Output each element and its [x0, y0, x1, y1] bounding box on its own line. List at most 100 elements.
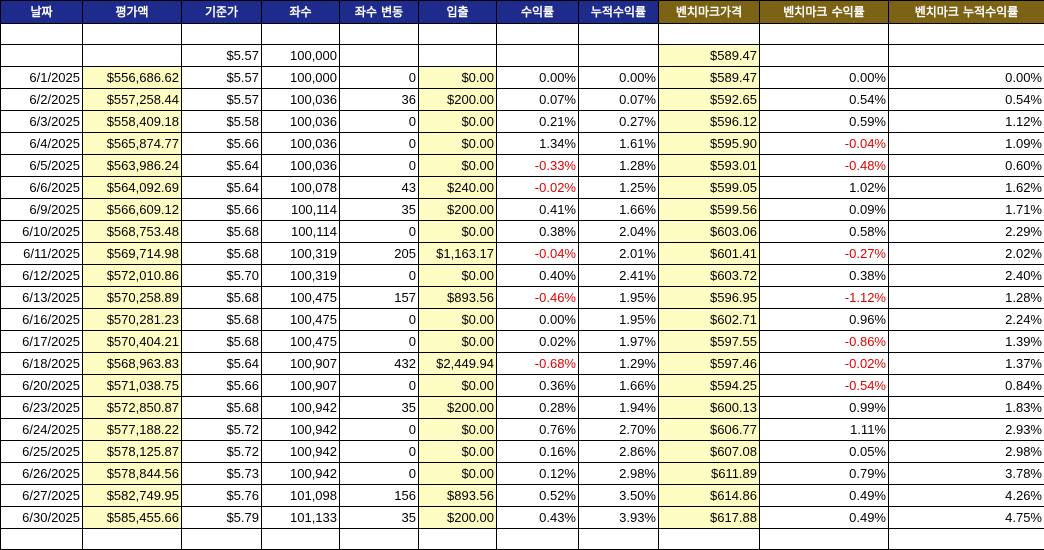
cell-return[interactable]: 0.02%	[497, 331, 579, 353]
cell-bench-cum-return[interactable]: 1.71%	[889, 199, 1044, 221]
cell-bench-price[interactable]: $602.71	[659, 309, 760, 331]
header-cell-date[interactable]: 날짜	[1, 1, 83, 24]
cell-date[interactable]	[1, 529, 83, 550]
cell-return[interactable]: 0.76%	[497, 419, 579, 441]
cell-nav[interactable]: $5.64	[182, 177, 262, 199]
cell-nav[interactable]: $5.72	[182, 441, 262, 463]
cell-cashflow[interactable]: $0.00	[419, 67, 497, 89]
cell-unit-change[interactable]: 432	[340, 353, 419, 375]
cell-bench-return[interactable]: 0.09%	[760, 199, 889, 221]
cell-cashflow[interactable]: $893.56	[419, 485, 497, 507]
cell-return[interactable]	[497, 529, 579, 550]
cell-valuation[interactable]: $569,714.98	[83, 243, 182, 265]
cell-valuation[interactable]: $563,986.24	[83, 155, 182, 177]
cell-bench-return[interactable]: -0.27%	[760, 243, 889, 265]
cell-unit-change[interactable]: 0	[340, 67, 419, 89]
cell-date[interactable]: 6/4/2025	[1, 133, 83, 155]
cell-date[interactable]	[1, 45, 83, 67]
cell-bench-price[interactable]: $600.13	[659, 397, 760, 419]
cell-unit-change[interactable]	[340, 529, 419, 550]
cell-bench-return[interactable]: 0.59%	[760, 111, 889, 133]
cell-bench-cum-return[interactable]: 2.40%	[889, 265, 1044, 287]
cell-valuation[interactable]: $566,609.12	[83, 199, 182, 221]
cell-bench-return[interactable]: 0.79%	[760, 463, 889, 485]
cell-bench-return[interactable]: 0.05%	[760, 441, 889, 463]
cell-units[interactable]: 100,319	[262, 243, 340, 265]
cell-bench-return[interactable]: -0.86%	[760, 331, 889, 353]
cell-return[interactable]: 1.34%	[497, 133, 579, 155]
cell-date[interactable]: 6/11/2025	[1, 243, 83, 265]
header-cell-valuation[interactable]: 평가액	[83, 1, 182, 24]
cell-unit-change[interactable]: 0	[340, 133, 419, 155]
cell-bench-cum-return[interactable]: 0.84%	[889, 375, 1044, 397]
cell-cum-return[interactable]: 1.66%	[579, 199, 659, 221]
cell-date[interactable]: 6/10/2025	[1, 221, 83, 243]
cell-return[interactable]: 0.16%	[497, 441, 579, 463]
cell-valuation[interactable]: $578,125.87	[83, 441, 182, 463]
cell-cum-return[interactable]: 0.00%	[579, 67, 659, 89]
cell-cashflow[interactable]: $0.00	[419, 441, 497, 463]
cell-bench-cum-return[interactable]: 1.39%	[889, 331, 1044, 353]
cell-bench-cum-return[interactable]: 0.60%	[889, 155, 1044, 177]
cell-cum-return[interactable]: 1.61%	[579, 133, 659, 155]
cell-bench-price[interactable]: $606.77	[659, 419, 760, 441]
cell-return[interactable]: -0.02%	[497, 177, 579, 199]
cell-bench-return[interactable]: 0.96%	[760, 309, 889, 331]
cell-cum-return[interactable]: 1.28%	[579, 155, 659, 177]
cell-bench-price[interactable]: $593.01	[659, 155, 760, 177]
cell-cum-return[interactable]: 1.94%	[579, 397, 659, 419]
cell-bench-return[interactable]: 0.49%	[760, 507, 889, 529]
cell-cashflow[interactable]: $893.56	[419, 287, 497, 309]
cell-bench-cum-return[interactable]: 1.62%	[889, 177, 1044, 199]
cell-unit-change[interactable]: 157	[340, 287, 419, 309]
cell-cashflow[interactable]: $0.00	[419, 331, 497, 353]
cell-units[interactable]: 100,078	[262, 177, 340, 199]
cell-bench-price[interactable]: $597.46	[659, 353, 760, 375]
cell-date[interactable]: 6/13/2025	[1, 287, 83, 309]
cell-bench-price[interactable]: $592.65	[659, 89, 760, 111]
cell-date[interactable]: 6/23/2025	[1, 397, 83, 419]
cell-bench-price[interactable]: $595.90	[659, 133, 760, 155]
header-cell-return[interactable]: 수익률	[497, 1, 579, 24]
header-cell-bench-cum-return[interactable]: 벤치마크 누적수익률	[889, 1, 1044, 24]
cell-cum-return[interactable]: 0.07%	[579, 89, 659, 111]
cell-nav[interactable]: $5.72	[182, 419, 262, 441]
cell-cashflow[interactable]: $2,449.94	[419, 353, 497, 375]
cell-nav[interactable]: $5.76	[182, 485, 262, 507]
cell-date[interactable]: 6/26/2025	[1, 463, 83, 485]
cell-valuation[interactable]: $557,258.44	[83, 89, 182, 111]
cell-nav[interactable]	[182, 24, 262, 45]
cell-return[interactable]: 0.12%	[497, 463, 579, 485]
cell-bench-price[interactable]: $599.56	[659, 199, 760, 221]
cell-unit-change[interactable]: 0	[340, 419, 419, 441]
cell-bench-price[interactable]: $596.12	[659, 111, 760, 133]
cell-bench-cum-return[interactable]	[889, 529, 1044, 550]
cell-bench-cum-return[interactable]: 0.00%	[889, 67, 1044, 89]
cell-date[interactable]: 6/25/2025	[1, 441, 83, 463]
cell-bench-return[interactable]: 1.11%	[760, 419, 889, 441]
cell-unit-change[interactable]: 43	[340, 177, 419, 199]
cell-unit-change[interactable]: 0	[340, 111, 419, 133]
cell-units[interactable]: 100,114	[262, 221, 340, 243]
cell-nav[interactable]: $5.68	[182, 309, 262, 331]
cell-cashflow[interactable]	[419, 529, 497, 550]
cell-nav[interactable]: $5.66	[182, 375, 262, 397]
cell-units[interactable]: 100,036	[262, 155, 340, 177]
cell-date[interactable]: 6/9/2025	[1, 199, 83, 221]
cell-valuation[interactable]: $582,749.95	[83, 485, 182, 507]
cell-bench-cum-return[interactable]: 2.98%	[889, 441, 1044, 463]
cell-bench-return[interactable]: 0.00%	[760, 67, 889, 89]
cell-valuation[interactable]: $568,753.48	[83, 221, 182, 243]
cell-date[interactable]: 6/17/2025	[1, 331, 83, 353]
cell-units[interactable]: 100,036	[262, 111, 340, 133]
cell-date[interactable]: 6/2/2025	[1, 89, 83, 111]
cell-cashflow[interactable]: $0.00	[419, 309, 497, 331]
cell-nav[interactable]: $5.68	[182, 397, 262, 419]
cell-cum-return[interactable]: 2.86%	[579, 441, 659, 463]
cell-cashflow[interactable]: $200.00	[419, 507, 497, 529]
cell-cum-return[interactable]: 3.93%	[579, 507, 659, 529]
header-cell-nav[interactable]: 기준가	[182, 1, 262, 24]
cell-unit-change[interactable]: 0	[340, 331, 419, 353]
cell-bench-return[interactable]: 0.38%	[760, 265, 889, 287]
cell-bench-return[interactable]: 1.02%	[760, 177, 889, 199]
